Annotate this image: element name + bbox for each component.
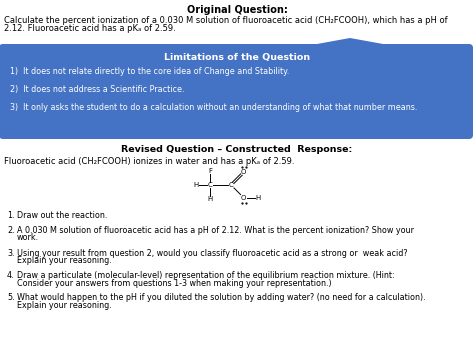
- Text: H: H: [255, 195, 260, 201]
- Text: Calculate the percent ionization of a 0.030 M solution of fluoroacetic acid (CH₂: Calculate the percent ionization of a 0.…: [4, 16, 447, 25]
- Text: Fluoroacetic acid (CH₂FCOOH) ionizes in water and has a pKₐ of 2.59.: Fluoroacetic acid (CH₂FCOOH) ionizes in …: [4, 157, 294, 166]
- Text: H: H: [193, 182, 199, 188]
- FancyBboxPatch shape: [0, 44, 473, 139]
- Text: Using your result from question 2, would you classify fluoroacetic acid as a str: Using your result from question 2, would…: [17, 248, 408, 258]
- Text: O: O: [241, 195, 246, 201]
- Text: Limitations of the Question: Limitations of the Question: [164, 53, 310, 62]
- Text: Consider your answers from questions 1-3 when making your representation.): Consider your answers from questions 1-3…: [17, 279, 332, 288]
- Polygon shape: [295, 38, 405, 48]
- Text: Draw out the reaction.: Draw out the reaction.: [17, 211, 108, 220]
- Text: 2.: 2.: [7, 226, 15, 235]
- Text: What would happen to the pH if you diluted the solution by adding water? (no nee: What would happen to the pH if you dilut…: [17, 294, 426, 303]
- Text: Draw a particulate (molecular-level) representation of the equilibrium reaction : Draw a particulate (molecular-level) rep…: [17, 271, 395, 280]
- Text: 3)  It only asks the student to do a calculation without an understanding of wha: 3) It only asks the student to do a calc…: [10, 103, 418, 112]
- Text: O: O: [241, 169, 246, 176]
- Text: Original Question:: Original Question:: [187, 5, 287, 15]
- Text: 1.: 1.: [7, 211, 15, 220]
- Text: Explain your reasoning.: Explain your reasoning.: [17, 301, 112, 310]
- Text: H: H: [207, 196, 213, 202]
- Text: 5.: 5.: [7, 294, 15, 303]
- Text: F: F: [208, 168, 212, 174]
- Text: C: C: [228, 182, 233, 188]
- Text: 1)  It does not relate directly to the core idea of Change and Stability.: 1) It does not relate directly to the co…: [10, 67, 289, 76]
- Text: 2)  It does not address a Scientific Practice.: 2) It does not address a Scientific Prac…: [10, 85, 184, 94]
- Text: Revised Question – Constructed  Response:: Revised Question – Constructed Response:: [121, 145, 353, 154]
- Text: Explain your reasoning.: Explain your reasoning.: [17, 256, 112, 265]
- Text: A 0.030 M solution of fluoroacetic acid has a pH of 2.12. What is the percent io: A 0.030 M solution of fluoroacetic acid …: [17, 226, 414, 235]
- Text: 2.12. Fluoroacetic acid has a pKₐ of 2.59.: 2.12. Fluoroacetic acid has a pKₐ of 2.5…: [4, 24, 176, 33]
- Text: 4.: 4.: [7, 271, 15, 280]
- Text: 3.: 3.: [7, 248, 15, 258]
- Text: work.: work.: [17, 233, 39, 243]
- Text: C: C: [208, 182, 212, 188]
